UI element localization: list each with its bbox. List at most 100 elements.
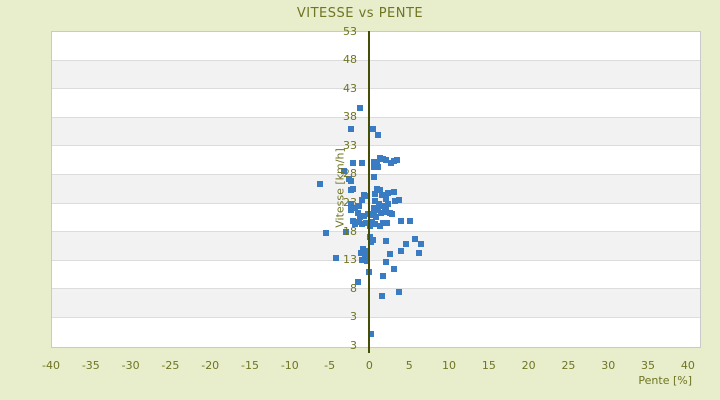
x-tick-label: 15 — [481, 359, 496, 372]
plot-band — [52, 32, 700, 61]
data-point-marker — [359, 159, 366, 166]
data-point-marker — [412, 235, 418, 242]
data-point-marker — [367, 222, 374, 229]
data-point-marker — [348, 126, 355, 133]
data-point-marker — [397, 247, 404, 254]
data-point-marker — [384, 189, 391, 196]
data-point-marker — [372, 197, 379, 204]
data-point-marker — [363, 219, 370, 226]
data-point-marker — [371, 204, 378, 211]
data-point-marker — [390, 265, 397, 272]
data-point-marker — [384, 200, 391, 207]
data-point-marker — [362, 247, 369, 254]
gridline — [52, 288, 700, 290]
x-tick-label: 0 — [365, 359, 373, 372]
data-point-marker — [397, 218, 404, 225]
gridline — [52, 145, 700, 147]
gridline — [52, 316, 700, 318]
data-point-marker — [407, 218, 414, 225]
data-point-marker — [364, 258, 371, 265]
data-point-marker — [348, 178, 355, 185]
data-point-marker — [370, 210, 377, 217]
data-point-marker — [342, 228, 349, 235]
data-point-marker — [377, 209, 384, 216]
x-tick-label: 40 — [680, 359, 695, 372]
data-point-marker — [355, 279, 362, 286]
plot-area — [51, 31, 701, 348]
x-tick-label: -25 — [161, 359, 180, 372]
data-point-marker — [322, 229, 329, 236]
data-point-marker — [356, 219, 363, 226]
data-point-marker — [349, 185, 356, 192]
data-point-marker — [374, 131, 381, 138]
data-point-marker — [363, 193, 370, 200]
data-point-marker — [357, 250, 364, 257]
x-tick-label: 5 — [405, 359, 413, 372]
y-tick-label: 48 — [343, 53, 357, 67]
data-point-marker — [317, 181, 324, 188]
gridline — [52, 88, 700, 90]
data-point-marker — [361, 212, 368, 219]
data-point-marker — [381, 208, 388, 215]
x-tick-label: 10 — [442, 359, 457, 372]
chart-title: VITESSE vs PENTE — [296, 6, 424, 21]
plot-band — [52, 317, 700, 347]
data-point-marker — [357, 105, 364, 112]
data-point-marker — [349, 160, 356, 167]
data-point-marker — [361, 254, 368, 261]
data-point-marker — [374, 164, 381, 171]
data-point-marker — [376, 222, 383, 229]
zero-axis-line — [368, 31, 371, 353]
data-point-marker — [368, 239, 375, 246]
data-point-marker — [390, 158, 397, 165]
y-axis-bottom-label: 3 — [350, 339, 357, 352]
y-axis-title: Vitesse [km/h] — [333, 148, 347, 228]
data-point-marker — [376, 154, 383, 161]
data-point-marker — [380, 219, 387, 226]
y-tick-label: 38 — [343, 110, 357, 124]
x-tick-label: -10 — [280, 359, 299, 372]
data-point-marker — [387, 251, 394, 258]
y-tick-label: 28 — [343, 167, 357, 181]
x-tick-label: -5 — [324, 359, 336, 372]
y-tick-label: 33 — [343, 138, 357, 152]
data-point-marker — [370, 158, 377, 165]
data-point-marker — [357, 213, 364, 220]
data-point-marker — [382, 259, 389, 266]
data-point-marker — [382, 238, 389, 245]
x-tick-label: 30 — [601, 359, 616, 372]
data-point-marker — [390, 188, 397, 195]
data-point-marker — [352, 221, 359, 228]
data-point-marker — [417, 241, 424, 248]
x-tick-label: 25 — [561, 359, 576, 372]
data-point-marker — [359, 221, 366, 228]
data-point-marker — [354, 210, 361, 217]
y-tick-label: 8 — [350, 281, 357, 295]
x-tick-label: -30 — [121, 359, 140, 372]
plot-band — [52, 260, 700, 290]
data-point-marker — [373, 159, 380, 166]
gridline — [52, 59, 700, 61]
data-point-marker — [341, 168, 348, 175]
x-axis-title: Pente [%] — [638, 374, 692, 387]
data-point-marker — [396, 196, 403, 203]
data-point-marker — [374, 206, 381, 213]
data-point-marker — [380, 273, 387, 280]
data-point-marker — [379, 191, 386, 198]
y-tick-label: 53 — [343, 24, 357, 38]
data-point-marker — [352, 204, 359, 211]
data-point-marker — [372, 221, 379, 228]
data-point-marker — [382, 157, 389, 164]
data-point-marker — [358, 196, 365, 203]
data-point-marker — [415, 250, 422, 257]
plot-band — [52, 89, 700, 118]
y-tick-label: 23 — [343, 196, 357, 209]
x-tick-label: -40 — [42, 359, 60, 372]
x-tick-label: -15 — [241, 359, 259, 372]
data-point-marker — [365, 210, 372, 217]
data-point-marker — [382, 195, 389, 202]
data-point-marker — [369, 219, 376, 226]
y-tick-label: 18 — [343, 224, 357, 238]
data-point-marker — [356, 202, 363, 209]
